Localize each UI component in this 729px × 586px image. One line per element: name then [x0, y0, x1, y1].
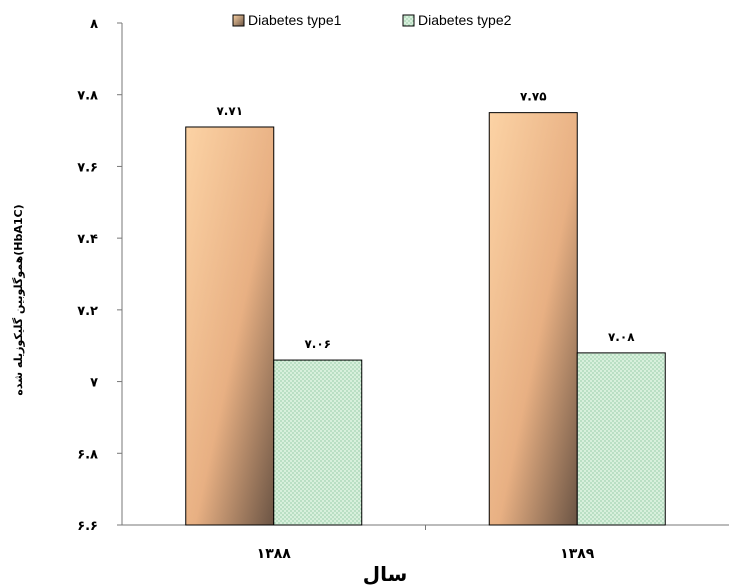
data-labels: ۷.۷۱ ۷.۰۶ ۷.۷۵ ۷.۰۸: [216, 90, 635, 351]
x-axis-title: سال: [363, 562, 408, 586]
bar-type1-1: [488, 112, 578, 526]
y-tick-label: ۷: [90, 376, 98, 391]
data-label: ۷.۷۱: [216, 104, 243, 118]
bar-type2-1: [576, 352, 666, 526]
legend: Diabetes type1 Diabetes type2: [232, 12, 512, 28]
legend-swatch-type1: [232, 14, 245, 27]
y-tick-label: ۶.۸: [77, 447, 98, 462]
legend-swatch-type2: [402, 14, 415, 27]
x-tick-label: ۱۳۸۸: [257, 546, 292, 562]
bar-type1-0: [185, 126, 275, 526]
y-tick-label: ۷.۴: [77, 232, 98, 247]
legend-label-type2: Diabetes type2: [418, 12, 512, 28]
data-label: ۷.۰۸: [608, 330, 635, 344]
bar-type2-0: [273, 359, 363, 526]
bars: [185, 112, 666, 526]
legend-label-type1: Diabetes type1: [248, 12, 342, 28]
y-tick-label: ۷.۲: [77, 304, 98, 319]
y-tick-label: ۸: [90, 17, 98, 32]
data-label: ۷.۷۵: [520, 90, 547, 104]
x-tick-label: ۱۳۸۹: [560, 546, 595, 562]
data-label: ۷.۰۶: [304, 337, 331, 351]
y-axis-title: (HbA1C)هموگلوبین گلیکوزیله شده: [12, 204, 25, 395]
y-tick-label: ۷.۸: [77, 89, 98, 104]
y-tick-label: ۷.۶: [77, 160, 98, 175]
y-tick-label: ۶.۶: [77, 519, 98, 534]
